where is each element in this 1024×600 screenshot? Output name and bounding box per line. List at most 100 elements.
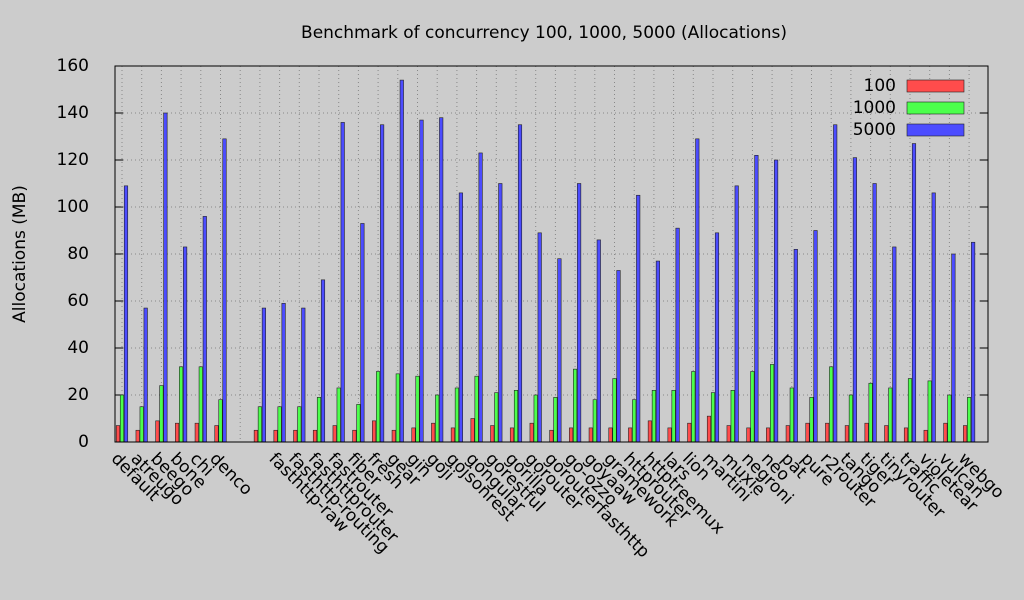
bar	[509, 427, 515, 443]
bar	[372, 420, 377, 443]
bar	[951, 253, 956, 443]
bar	[892, 246, 897, 443]
bar	[687, 422, 692, 443]
bar	[671, 389, 676, 443]
bar	[569, 427, 574, 443]
bar	[175, 422, 180, 443]
bar	[490, 425, 495, 443]
bar	[336, 387, 341, 443]
bar	[608, 427, 613, 443]
bar	[498, 183, 503, 443]
bar	[399, 79, 404, 443]
bar	[123, 185, 129, 443]
bar	[293, 429, 298, 443]
bar	[903, 427, 909, 443]
bar	[750, 371, 755, 443]
bar	[596, 239, 601, 443]
y-tick-label: 120	[57, 150, 89, 170]
bar	[766, 427, 771, 443]
bar	[746, 427, 751, 443]
legend-label: 1000	[853, 98, 896, 118]
bar	[222, 138, 227, 443]
bar	[967, 397, 972, 443]
bar	[616, 270, 621, 443]
y-tick-label: 160	[57, 56, 89, 76]
bar	[533, 394, 538, 443]
bar	[844, 425, 849, 443]
bar	[478, 152, 483, 443]
bar	[734, 185, 739, 443]
bar	[770, 364, 775, 443]
bar	[529, 422, 534, 443]
bar	[320, 279, 326, 443]
bar	[159, 385, 164, 443]
bar	[888, 387, 893, 443]
bar	[911, 143, 917, 443]
bar	[931, 192, 936, 443]
bar	[943, 422, 948, 443]
bar	[573, 368, 578, 443]
bar	[651, 389, 656, 443]
bar	[376, 371, 381, 443]
bar	[419, 119, 424, 443]
bar	[754, 155, 759, 443]
bar	[415, 375, 420, 443]
bar	[301, 307, 306, 443]
bar	[706, 415, 712, 443]
chart-title: Benchmark of concurrency 100, 1000, 5000…	[301, 23, 787, 43]
bar	[632, 399, 637, 443]
bar	[194, 422, 199, 443]
bar	[785, 425, 790, 443]
bar	[829, 366, 834, 443]
bar	[675, 227, 680, 443]
bar	[730, 389, 735, 443]
bar	[884, 425, 889, 443]
bar	[163, 112, 168, 443]
bar	[411, 427, 416, 443]
bar	[825, 422, 830, 443]
bar	[695, 138, 700, 443]
legend-label: 100	[864, 76, 896, 96]
bar	[119, 394, 125, 443]
bar	[927, 380, 932, 443]
bar	[143, 307, 148, 443]
bar	[868, 382, 873, 443]
bar	[183, 246, 188, 443]
bar	[774, 159, 779, 443]
bar	[257, 406, 262, 443]
bar	[115, 425, 121, 443]
bar	[135, 429, 140, 443]
bar	[907, 378, 913, 443]
bar	[297, 406, 302, 443]
legend-swatch	[906, 101, 965, 115]
bar	[726, 425, 731, 443]
bar	[612, 378, 617, 443]
bar	[356, 404, 361, 443]
bar	[923, 429, 928, 443]
bar	[628, 427, 633, 443]
bar	[577, 183, 582, 443]
bar	[352, 429, 357, 443]
y-tick-label: 60	[67, 291, 89, 311]
bar	[833, 124, 838, 443]
bar	[655, 260, 660, 443]
bar	[179, 366, 184, 443]
bar	[710, 392, 716, 443]
bar	[667, 427, 672, 443]
y-tick-label: 140	[57, 103, 89, 123]
bar	[848, 394, 853, 443]
bar	[647, 420, 652, 443]
bar	[332, 425, 337, 443]
y-tick-label: 80	[67, 244, 89, 264]
bar	[139, 406, 144, 443]
bar	[312, 429, 318, 443]
bar	[218, 399, 223, 443]
bar	[454, 387, 459, 443]
bar	[458, 192, 463, 443]
y-tick-label: 20	[67, 385, 89, 405]
plot-border	[114, 65, 989, 443]
bar	[963, 425, 968, 443]
bar	[198, 366, 203, 443]
bar	[789, 387, 794, 443]
